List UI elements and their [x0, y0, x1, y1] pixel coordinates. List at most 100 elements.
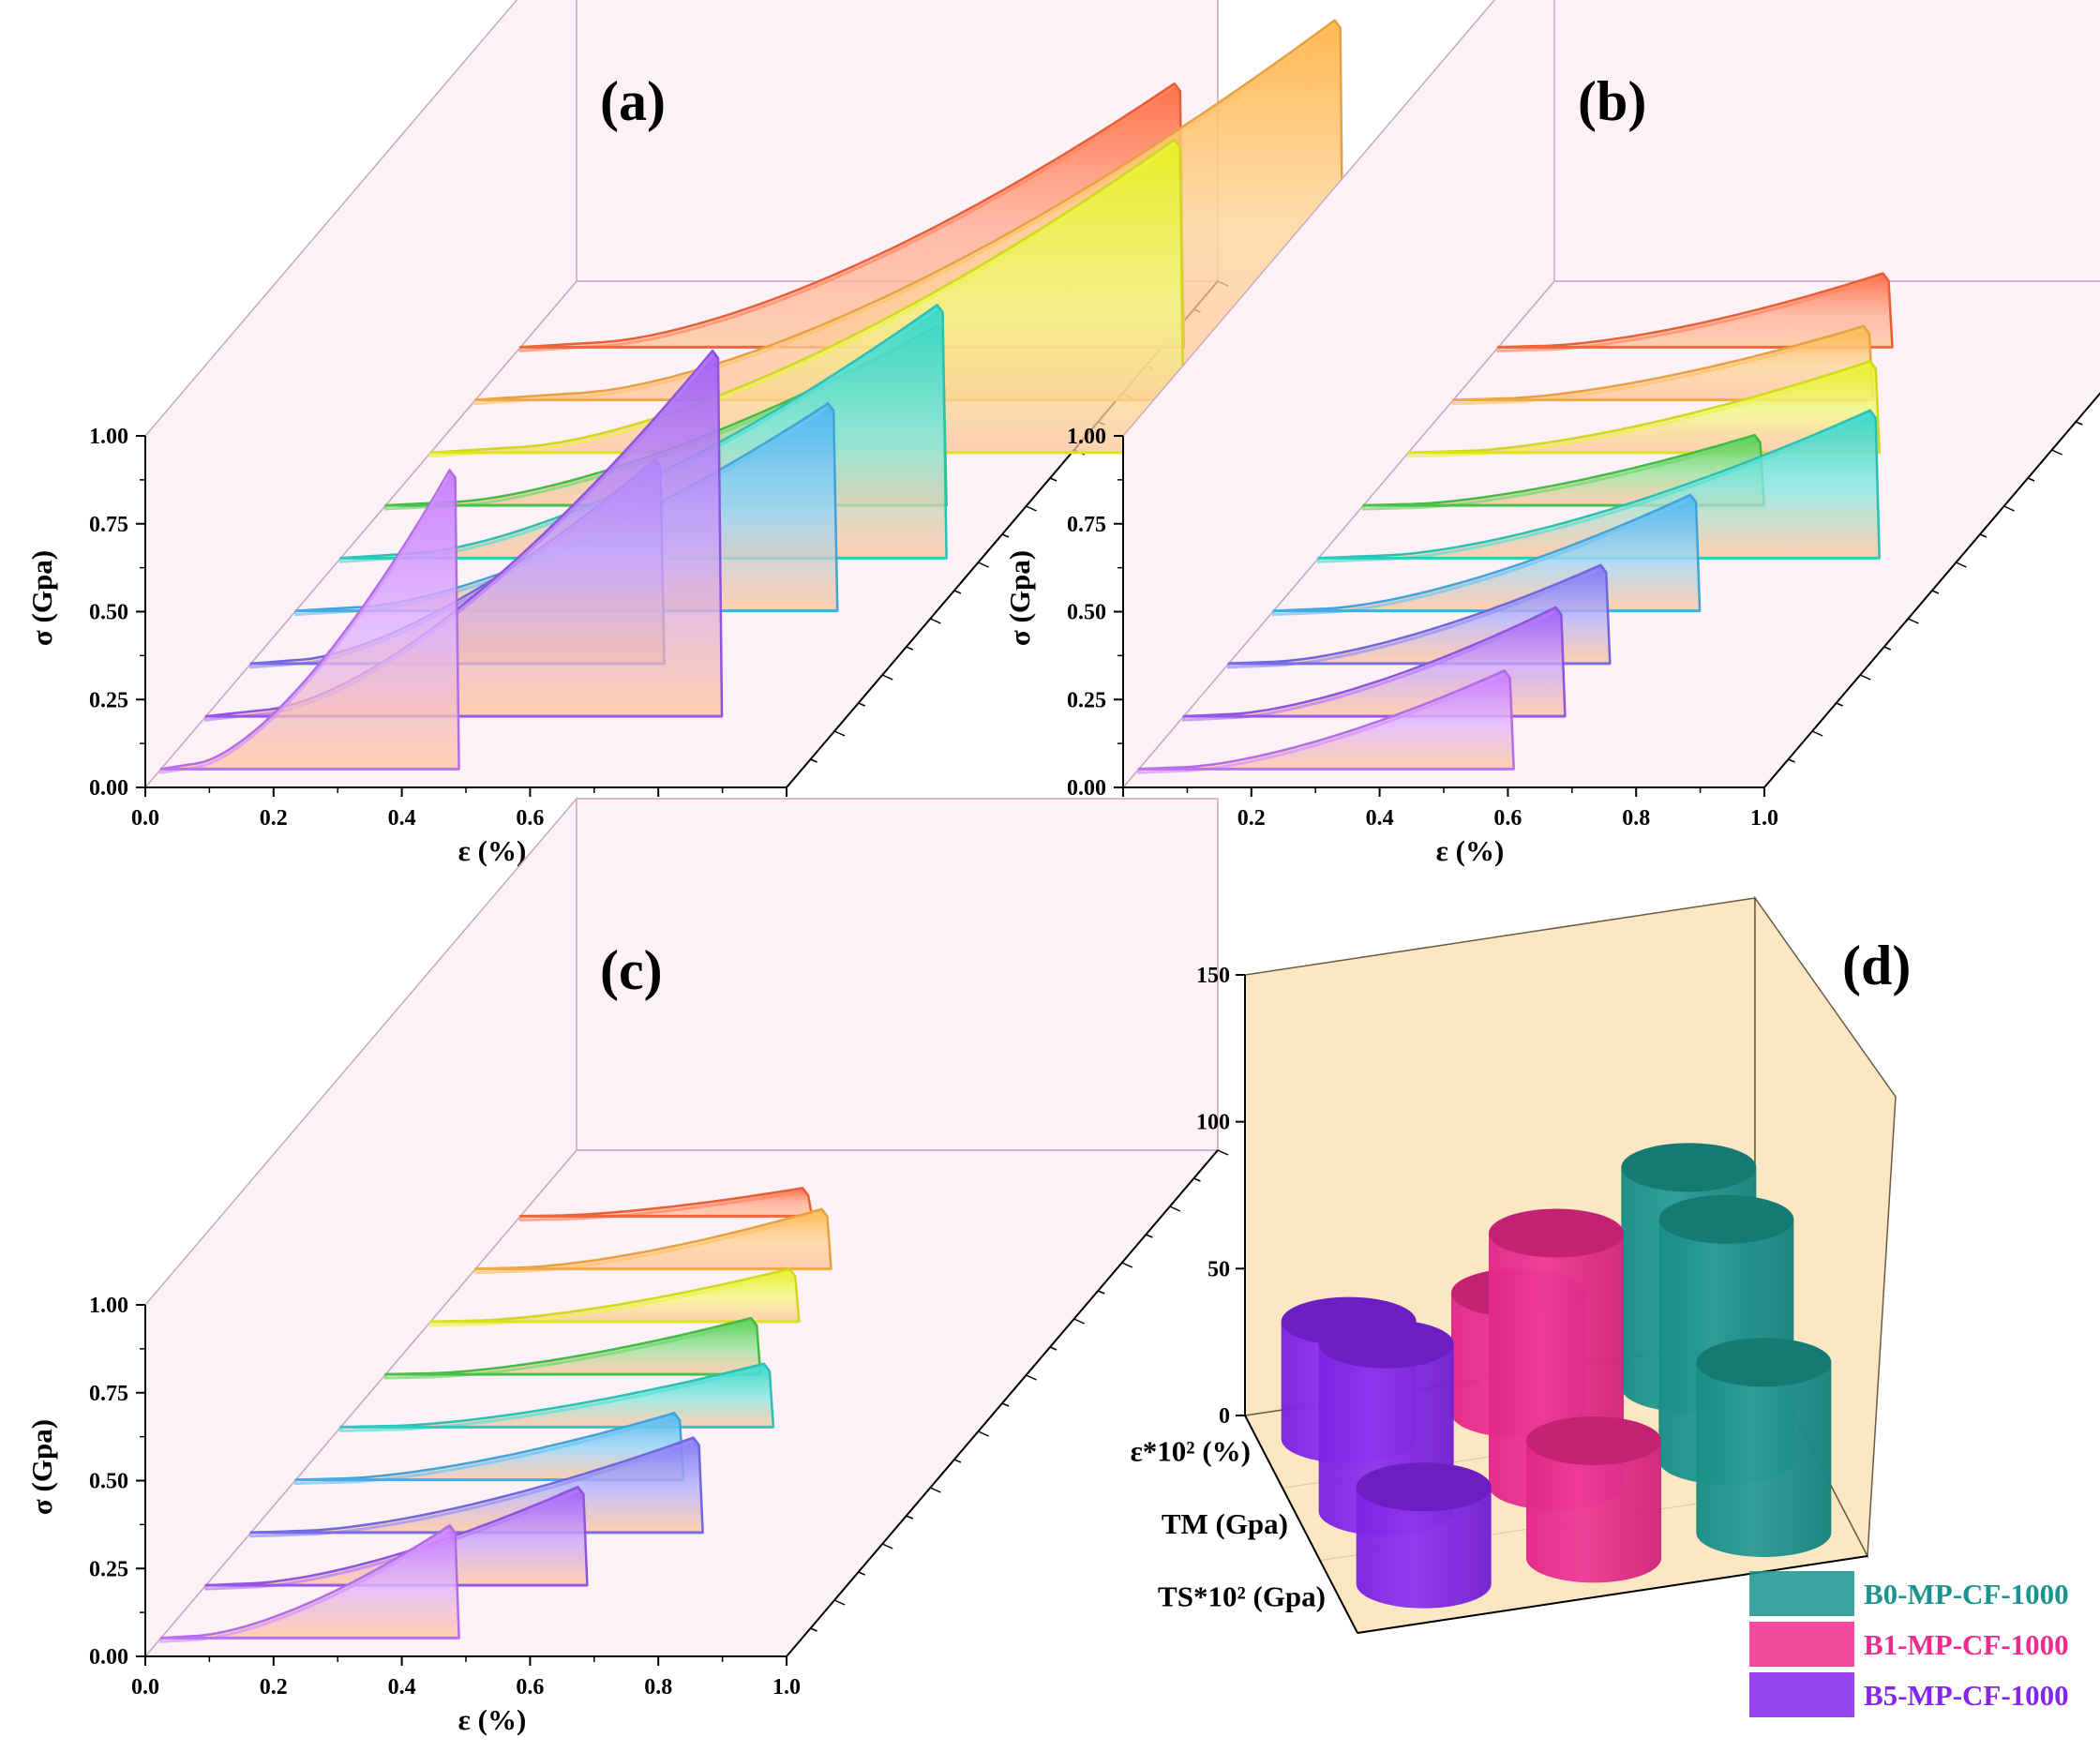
panel-b-x-tick-label: 0.2: [1238, 806, 1266, 831]
panel-a-curve-edge-1: [159, 472, 451, 775]
panel-c-x-tick-label: 0.0: [131, 1675, 159, 1700]
panel-a-xlabel: ε (%): [458, 834, 527, 867]
panel-a-depth-tick: [1001, 533, 1010, 538]
panel-a-depth-tick: [810, 758, 818, 763]
panel-c-depth-tick: [1193, 1177, 1201, 1182]
panel-c-ylabel: σ (Gpa): [25, 1419, 58, 1515]
panel-c-xlabel: ε (%): [458, 1703, 527, 1736]
panel-c-x-tick-label: 0.2: [260, 1675, 288, 1700]
panel-b-depth-tick: [1788, 758, 1795, 763]
panel-b-depth-tick: [1956, 562, 1967, 568]
panel-a-curve-1: [159, 469, 460, 771]
panel-b-x-tick-label: 0.6: [1493, 806, 1522, 831]
panel-c-x-tick-label: 1.0: [772, 1675, 801, 1700]
panel-b-curve-5: [1317, 409, 1881, 560]
panel-a-y-tick-label: 0.50: [89, 601, 128, 625]
panel-c-curve-5: [339, 1362, 775, 1429]
panel-d-legend-swatch: [1749, 1672, 1854, 1717]
panel-c-label: (c): [600, 939, 663, 1001]
panel-b-x-tick-label: 0.4: [1366, 806, 1394, 831]
panel-c-curve-edge-5: [338, 1366, 765, 1432]
panel-b-depth-tick: [1811, 730, 1823, 737]
panel-b-curve-edge-9: [1496, 276, 1883, 352]
panel-d-label: (d): [1842, 935, 1911, 996]
panel-a-curve-7: [429, 138, 1185, 455]
panel-d-bar-2-2: [1356, 1487, 1492, 1609]
panel-a-x-tick-label: 0.6: [516, 806, 544, 831]
panel-b-y-tick-label: 0.75: [1067, 513, 1106, 537]
panel-c-depth-tick: [881, 1543, 893, 1550]
panel-b-x-tick-label: 1.0: [1750, 806, 1778, 831]
panel-d-z-tick-label: 0: [1219, 1404, 1230, 1429]
panel-a-depth-tick: [978, 562, 989, 568]
panel-b-curve-9: [1496, 272, 1894, 349]
panel-d-bar-top-1-2: [1526, 1416, 1661, 1465]
panel-c-curve-edge-9: [518, 1190, 803, 1221]
panel-b-curve-edge-6: [1361, 437, 1756, 511]
panel-c-depth-tick: [1049, 1346, 1058, 1351]
panel-a-depth-tick: [953, 590, 962, 594]
panel-b-depth-tick: [2051, 449, 2062, 456]
panel-d-category-axis: [1244, 1415, 1358, 1634]
panel-c-x-tick-label: 0.4: [388, 1675, 416, 1700]
panel-c-depth-tick: [906, 1515, 914, 1520]
panel-b-y-tick-label: 0.00: [1067, 776, 1106, 801]
panel-a-x-tick-label: 0.2: [260, 806, 288, 831]
panel-d-category-label: TS*10² (Gpa): [1158, 1580, 1326, 1612]
panel-a-depth-tick: [1026, 505, 1037, 512]
panel-a-curve-edge-7: [428, 142, 1176, 458]
panel-c-y-tick-label: 0.00: [89, 1645, 128, 1670]
panel-b-curve-1: [1137, 669, 1515, 771]
panel-c-curve-edge-7: [428, 1271, 790, 1327]
panel-b-curve-7: [1407, 360, 1882, 455]
panel-c-curve-edge-3: [249, 1440, 695, 1538]
panel-b-curve-edge-8: [1451, 328, 1865, 406]
panel-d: 0 50 100 150 ε*10² (%) TM (Gpa) TS*10² (Gpa) (…: [1131, 895, 2069, 1717]
panel-c-curve-2: [204, 1485, 589, 1587]
panel-c-depth-tick: [953, 1459, 962, 1463]
panel-c-depth-tick: [1217, 1149, 1229, 1156]
panel-b-series: [1137, 272, 1894, 774]
panel-d-bar-top-2-2: [1356, 1462, 1492, 1512]
panel-c-curve-4: [294, 1412, 685, 1481]
panel-b-curve-edge-7: [1406, 363, 1871, 458]
panel-d-legend-label: B0-MP-CF-1000: [1864, 1578, 2069, 1610]
panel-d-category-label: TM (Gpa): [1162, 1507, 1288, 1540]
panel-b-y-tick-label: 0.50: [1067, 601, 1106, 625]
panel-c-depth-tick: [930, 1487, 941, 1493]
panel-b-x-tick-label: 0.8: [1622, 806, 1650, 831]
panel-b-curve-6: [1362, 433, 1765, 507]
panel-c-depth-tick: [1073, 1318, 1085, 1325]
panel-a-label: (a): [600, 70, 666, 132]
panel-d-bar-top-2-1: [1318, 1319, 1454, 1369]
panel-b-depth-tick: [1859, 674, 1871, 681]
panel-c-depth-tick: [1026, 1374, 1037, 1381]
panel-d-z-tick-label: 100: [1196, 1111, 1230, 1135]
panel-d-bar-0-2: [1696, 1362, 1832, 1557]
panel-b-back-wall: [1553, 0, 2100, 282]
panel-a-curve-edge-8: [473, 22, 1336, 406]
panel-b-ylabel: σ (Gpa): [1003, 550, 1036, 646]
panel-c-curve-3: [249, 1436, 704, 1535]
panel-b-depth-tick: [2075, 421, 2083, 426]
panel-d-z-tick-label: 50: [1208, 1257, 1230, 1281]
panel-a: 0.00.20.40.60.81.00.000.250.500.751.00 (…: [25, 0, 1345, 867]
panel-b-y-tick-label: 0.25: [1067, 688, 1106, 712]
panel-c-series: [159, 1187, 832, 1643]
panel-c-curve-1: [159, 1524, 460, 1640]
panel-a-ylabel: σ (Gpa): [25, 550, 58, 646]
panel-c: 0.0 0.2 0.4 0.6 0.8 1.00.000.250.500.751.00 (…: [25, 796, 1229, 1736]
panel-c-curve-8: [473, 1207, 832, 1270]
panel-c-curve-6: [384, 1316, 762, 1376]
panel-d-bar-top-1-1: [1489, 1208, 1624, 1258]
panel-a-depth-tick: [930, 618, 941, 624]
panel-b-depth-tick: [1883, 646, 1892, 651]
panel-c-depth-tick: [1121, 1262, 1133, 1268]
panel-c-y-tick-label: 1.00: [89, 1294, 128, 1318]
panel-a-x-tick-label: 0.0: [131, 806, 159, 831]
panel-c-depth-tick: [833, 1599, 846, 1606]
panel-d-legend-label: B5-MP-CF-1000: [1864, 1679, 2069, 1712]
panel-a-y-tick-label: 0.75: [89, 513, 128, 537]
panel-b-depth-tick: [1836, 702, 1843, 707]
